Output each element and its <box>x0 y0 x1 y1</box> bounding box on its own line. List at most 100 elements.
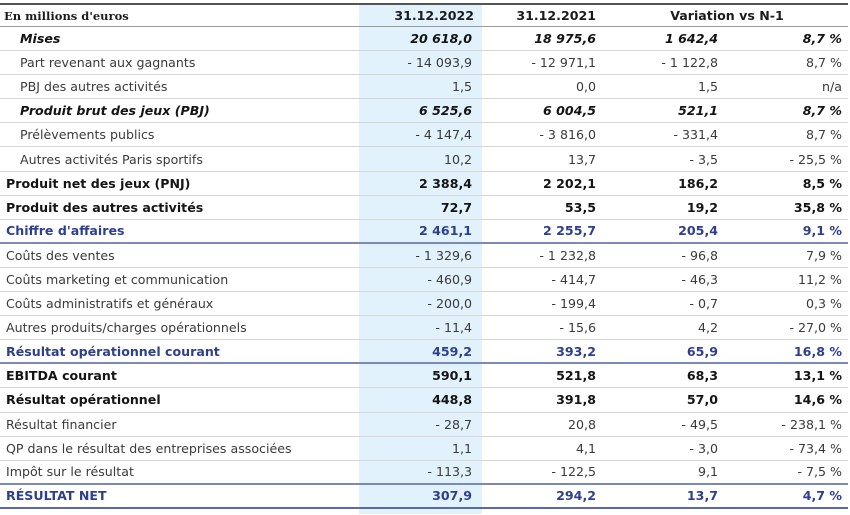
variation-absolute: - 331,4 <box>673 127 718 143</box>
row-label: QP dans le résultat des entreprises asso… <box>6 440 292 456</box>
table-row: RÉSULTAT NET 307,9 294,2 13,7 4,7 % <box>0 485 848 509</box>
table-row: Autres produits/charges opérationnels - 1… <box>0 316 848 341</box>
variation-absolute: 4,2 <box>697 320 718 336</box>
row-label: Prélèvements publics <box>20 127 155 143</box>
header-2021: 31.12.2021 <box>516 8 596 23</box>
highlighted-column-2022 <box>359 3 482 514</box>
row-label: Coûts des ventes <box>6 247 115 263</box>
table-row: Coûts des ventes - 1 329,6 - 1 232,8 - 96,8… <box>0 244 848 268</box>
value-2021: - 199,4 <box>551 296 596 312</box>
variation-percent: 8,7 % <box>806 127 842 143</box>
row-label: Produit net des jeux (PNJ) <box>6 175 191 191</box>
row-label: Résultat opérationnel <box>6 392 161 408</box>
table-header: En millions d'euros 31.12.2022 31.12.202… <box>0 3 848 27</box>
value-2022: - 11,4 <box>435 320 472 336</box>
variation-percent: - 25,5 % <box>789 151 842 167</box>
row-label: Coûts marketing et communication <box>6 271 229 287</box>
table-row: Prélèvements publics - 4 147,4 - 3 816,0 - … <box>0 123 848 148</box>
value-2021: - 12 971,1 <box>531 55 596 71</box>
variation-absolute: 521,1 <box>678 103 718 119</box>
value-2022: 10,2 <box>443 151 472 167</box>
value-2021: 0,0 <box>575 79 596 95</box>
value-2022: - 28,7 <box>435 416 472 432</box>
variation-absolute: 13,7 <box>686 488 718 504</box>
variation-percent: 35,8 % <box>793 199 842 215</box>
value-2022: 6 525,6 <box>419 103 472 119</box>
income-statement-table: En millions d'euros 31.12.2022 31.12.202… <box>0 3 848 509</box>
table-row: Résultat opérationnel courant 459,2 393,2 6… <box>0 340 848 365</box>
value-2022: 20 618,0 <box>410 31 472 47</box>
variation-absolute: - 3,0 <box>689 440 718 456</box>
variation-percent: 4,7 % <box>802 488 842 504</box>
variation-absolute: 1,5 <box>697 79 718 95</box>
row-label: Résultat financier <box>6 416 117 432</box>
value-2022: - 1 329,6 <box>415 247 472 263</box>
row-label: EBITDA courant <box>6 368 117 384</box>
row-label: Produit des autres activités <box>6 199 204 215</box>
row-label: Part revenant aux gagnants <box>20 55 196 71</box>
row-label: Coûts administratifs et généraux <box>6 296 214 312</box>
value-2022: - 14 093,9 <box>407 55 472 71</box>
row-label: Résultat opérationnel courant <box>6 343 220 359</box>
variation-percent: 13,1 % <box>793 368 842 384</box>
row-label: Mises <box>20 31 61 47</box>
value-2021: 393,2 <box>556 343 596 359</box>
value-2021: 4,1 <box>575 440 596 456</box>
value-2021: - 414,7 <box>551 271 596 287</box>
table-row: Part revenant aux gagnants - 14 093,9 - 12… <box>0 51 848 76</box>
value-2022: - 113,3 <box>427 464 472 480</box>
value-2021: - 15,6 <box>559 320 596 336</box>
table-row: Coûts administratifs et généraux - 200,0 -… <box>0 292 848 317</box>
variation-percent: 7,9 % <box>806 247 842 263</box>
table-row: EBITDA courant 590,1 521,8 68,3 13,1 % <box>0 364 848 389</box>
variation-percent: 8,5 % <box>802 175 842 191</box>
variation-percent: 16,8 % <box>793 343 842 359</box>
variation-percent: - 27,0 % <box>789 320 842 336</box>
value-2022: 307,9 <box>432 488 472 504</box>
table-row: Autres activités Paris sportifs 10,2 13,7 -… <box>0 147 848 172</box>
value-2022: - 200,0 <box>427 296 472 312</box>
row-label: Autres produits/charges opérationnels <box>6 320 247 336</box>
value-2021: - 122,5 <box>551 464 596 480</box>
variation-percent: 11,2 % <box>797 271 842 287</box>
variation-absolute: - 49,5 <box>681 416 718 432</box>
variation-absolute: - 0,7 <box>689 296 718 312</box>
value-2022: - 4 147,4 <box>415 127 472 143</box>
value-2021: - 1 232,8 <box>539 247 596 263</box>
value-2021: 391,8 <box>556 392 596 408</box>
table-row: Produit des autres activités 72,7 53,5 19,2… <box>0 196 848 220</box>
value-2021: 20,8 <box>567 416 596 432</box>
variation-percent: n/a <box>822 79 842 95</box>
header-2022: 31.12.2022 <box>394 8 474 23</box>
row-label: Impôt sur le résultat <box>6 464 134 480</box>
value-2022: 1,5 <box>451 79 472 95</box>
variation-percent: 9,1 % <box>802 223 842 239</box>
table-row: Coûts marketing et communication - 460,9 -… <box>0 268 848 293</box>
header-variation: Variation vs N-1 <box>670 8 784 23</box>
table-row: QP dans le résultat des entreprises asso… <box>0 437 848 461</box>
value-2021: 53,5 <box>564 199 596 215</box>
value-2021: 6 004,5 <box>543 103 596 119</box>
variation-percent: 0,3 % <box>806 296 842 312</box>
value-2021: 294,2 <box>556 488 596 504</box>
variation-absolute: 9,1 <box>697 464 718 480</box>
value-2021: 18 975,6 <box>534 31 596 47</box>
variation-percent: 8,7 % <box>802 31 842 47</box>
row-label: PBJ des autres activités <box>20 79 168 95</box>
value-2021: - 3 816,0 <box>539 127 596 143</box>
table-row: Résultat opérationnel 448,8 391,8 57,0 14,6 … <box>0 388 848 413</box>
variation-percent: 14,6 % <box>793 392 842 408</box>
variation-absolute: 205,4 <box>678 223 718 239</box>
value-2022: 2 461,1 <box>419 223 472 239</box>
variation-percent: - 73,4 % <box>789 440 842 456</box>
value-2021: 2 202,1 <box>543 175 596 191</box>
variation-absolute: 65,9 <box>686 343 718 359</box>
table-row: Résultat financier - 28,7 20,8 - 49,5 - 238,… <box>0 413 848 437</box>
variation-absolute: 68,3 <box>686 368 718 384</box>
variation-percent: 8,7 % <box>806 55 842 71</box>
variation-absolute: 57,0 <box>686 392 718 408</box>
value-2021: 521,8 <box>556 368 596 384</box>
value-2022: 1,1 <box>451 440 472 456</box>
variation-absolute: - 1 122,8 <box>661 55 718 71</box>
table-row: Produit net des jeux (PNJ) 2 388,4 2 202,1… <box>0 172 848 196</box>
